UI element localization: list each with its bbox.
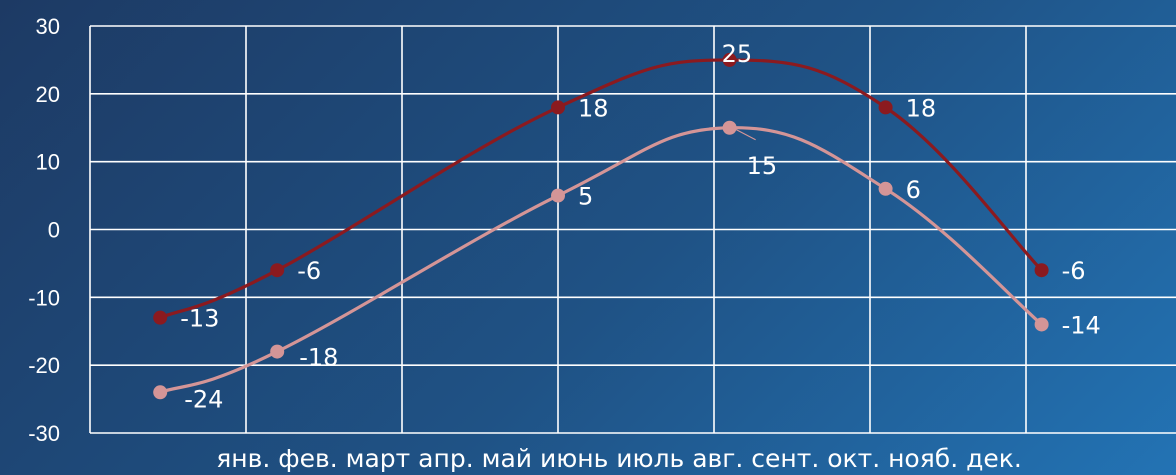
series-1-point bbox=[153, 310, 168, 325]
series-line-2 bbox=[159, 126, 1043, 394]
y-tick-label: -30 bbox=[28, 421, 60, 446]
data-label: 6 bbox=[906, 176, 921, 204]
series-1-point bbox=[551, 100, 565, 115]
series-1-point bbox=[1034, 263, 1049, 278]
series-2-point bbox=[153, 385, 168, 400]
data-label: -14 bbox=[1062, 311, 1101, 339]
y-tick-label: 20 bbox=[36, 82, 60, 107]
y-tick-label: 0 bbox=[48, 218, 60, 243]
series-2-point bbox=[1034, 317, 1049, 332]
y-tick-label: -20 bbox=[28, 353, 60, 378]
y-tick-label: 10 bbox=[36, 150, 60, 175]
data-label: 25 bbox=[722, 40, 753, 68]
x-axis-category-labels: янв. фев. март апр. май июнь июль авг. с… bbox=[216, 444, 1022, 473]
chart-grid bbox=[89, 25, 1176, 434]
series-2-point bbox=[722, 120, 737, 135]
series-2-point bbox=[878, 181, 893, 196]
data-label: 18 bbox=[906, 94, 937, 122]
y-tick-label: 30 bbox=[36, 14, 60, 39]
data-label: 15 bbox=[747, 152, 778, 180]
data-label: -6 bbox=[297, 257, 321, 285]
series-2-point bbox=[270, 344, 285, 359]
data-label: 18 bbox=[578, 94, 609, 122]
data-labels: -13 -6 18 25 18 -6 -24 -18 5 15 6 -14 bbox=[180, 40, 1101, 413]
data-label: 5 bbox=[578, 183, 593, 211]
series-2-point bbox=[551, 188, 565, 203]
series-1-point bbox=[878, 100, 893, 115]
series-1-point bbox=[722, 52, 737, 67]
data-label: -24 bbox=[184, 385, 223, 413]
series-1-point bbox=[270, 263, 285, 278]
y-axis-ticks: 30 20 10 0 -10 -20 -30 bbox=[28, 14, 60, 446]
data-label-leader-line bbox=[732, 127, 756, 141]
data-label: -18 bbox=[299, 344, 338, 372]
y-tick-label: -10 bbox=[28, 285, 60, 310]
chart-series bbox=[153, 52, 1049, 400]
data-label: -6 bbox=[1062, 257, 1086, 285]
data-label: -13 bbox=[180, 305, 219, 333]
